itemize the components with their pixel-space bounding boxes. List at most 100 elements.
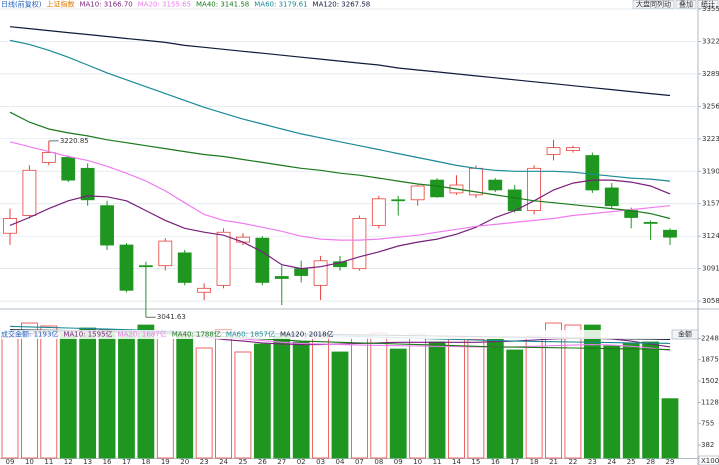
x-tick-label: 04 <box>336 458 345 465</box>
volume-bar <box>253 343 271 459</box>
x-tick-label: 23 <box>200 458 209 465</box>
y-tick-label: 3223 <box>702 135 719 143</box>
x-tick-label: 02 <box>297 458 306 465</box>
x-tick-label: 11 <box>433 458 442 465</box>
x-tick-label: 18 <box>530 458 539 465</box>
x-tick-label: 24 <box>607 458 616 465</box>
x-tick-label: 12 <box>64 458 73 465</box>
unit-label: X100 <box>701 457 719 465</box>
x-tick-label: 19 <box>161 458 170 465</box>
y-tick-label: 2248 <box>701 334 719 342</box>
volume-bar <box>389 348 407 459</box>
volume-bar <box>583 324 601 459</box>
candle-body <box>22 169 37 216</box>
candle-body <box>80 167 95 201</box>
toolbar-button[interactable] <box>697 0 719 9</box>
ma-line <box>9 179 671 270</box>
legend-item: 日线(前复权) <box>1 0 42 9</box>
candle-body <box>313 260 328 286</box>
x-tick-label: 29 <box>666 458 675 465</box>
y-tick-label: 3091 <box>702 265 719 273</box>
candle-body <box>643 222 658 224</box>
legend-item: MA120: 2018亿 <box>280 330 334 339</box>
y-tick-label: 1875 <box>701 356 719 364</box>
volume-bar <box>137 324 155 459</box>
x-tick-label: 09 <box>394 458 403 465</box>
candle-body <box>255 237 270 283</box>
volume-header-bg <box>0 330 698 339</box>
x-tick-label: 27 <box>277 458 286 465</box>
legend-item: MA60: 1857亿 <box>226 330 275 339</box>
annotation-label: 3220.85 <box>60 137 89 145</box>
y-tick-label: 3289 <box>702 70 719 78</box>
volume-bar <box>156 332 174 459</box>
candle-body <box>158 240 173 267</box>
volume-bar <box>448 337 465 459</box>
y-tick-label: 1502 <box>701 377 719 385</box>
volume-bar <box>59 332 77 459</box>
volume-bar <box>331 351 349 459</box>
toolbar-button-label[interactable]: 叠加 <box>679 0 693 9</box>
x-tick-label: 15 <box>471 458 480 465</box>
candle-body <box>527 167 542 212</box>
y-tick-label: 1128 <box>701 398 719 406</box>
volume-bar <box>428 341 446 459</box>
volume-bar <box>118 332 135 459</box>
volume-bar <box>661 398 679 459</box>
toolbar-button[interactable] <box>632 0 675 9</box>
volume-bar <box>292 341 310 459</box>
ma-line <box>9 141 671 241</box>
x-tick-label: 24 <box>219 458 228 465</box>
candle-body <box>177 252 192 283</box>
candle-body <box>566 147 580 152</box>
candle-body <box>546 147 561 155</box>
amount-button-label[interactable]: 金额 <box>678 330 692 339</box>
legend-item: MA20: 3155.65 <box>138 1 191 9</box>
unit-box <box>698 455 719 465</box>
candle-body <box>197 287 212 293</box>
candle-body <box>100 205 114 246</box>
x-tick-label: 17 <box>122 458 131 465</box>
volume-bar <box>98 329 116 459</box>
candle-body <box>216 231 231 286</box>
legend-item: 成交金额: 1193亿 <box>1 330 58 339</box>
candle-body <box>3 218 17 234</box>
toolbar-button-label[interactable]: 统计 <box>701 0 715 9</box>
legend-item: MA10: 1595亿 <box>63 330 112 339</box>
volume-bar <box>622 342 640 459</box>
x-tick-label: 25 <box>238 458 247 465</box>
volume-bar <box>273 335 291 459</box>
y-tick-label: 3058 <box>702 297 719 305</box>
volume-bar <box>409 333 427 459</box>
y-tick-label: 3322 <box>702 37 719 45</box>
candle-body <box>430 179 444 198</box>
amount-button[interactable] <box>671 329 699 340</box>
x-tick-label: 10 <box>413 458 422 465</box>
y-tick-label: 3355 <box>702 5 719 13</box>
volume-bar <box>215 329 232 459</box>
volume-bar <box>603 345 621 459</box>
ma-line <box>9 111 671 220</box>
legend-item: MA40: 1788亿 <box>172 330 221 339</box>
volume-bar <box>525 335 543 459</box>
x-tick-label: 23 <box>588 458 597 465</box>
candle-body <box>488 179 503 191</box>
volume-bar <box>486 338 504 459</box>
legend-item: MA120: 3267.58 <box>313 1 371 9</box>
legend-item: 上证指数 <box>46 0 74 9</box>
y-tick-label: 382 <box>701 441 714 449</box>
toolbar-button-label[interactable]: 大盘同列动 <box>636 0 671 9</box>
x-tick-label: 28 <box>646 458 655 465</box>
candle-body <box>352 218 367 270</box>
candle-body <box>371 198 386 226</box>
volume-bar <box>21 322 38 459</box>
volume-bar <box>642 341 659 459</box>
x-tick-label: 11 <box>44 458 53 465</box>
candle-body <box>61 157 76 181</box>
y-tick-label: 3190 <box>702 167 719 175</box>
toolbar-button[interactable] <box>675 0 697 9</box>
x-tick-label: 26 <box>258 458 267 465</box>
x-tick-label: 10 <box>25 458 34 465</box>
x-tick-label: 17 <box>510 458 519 465</box>
ma-line <box>9 39 671 182</box>
